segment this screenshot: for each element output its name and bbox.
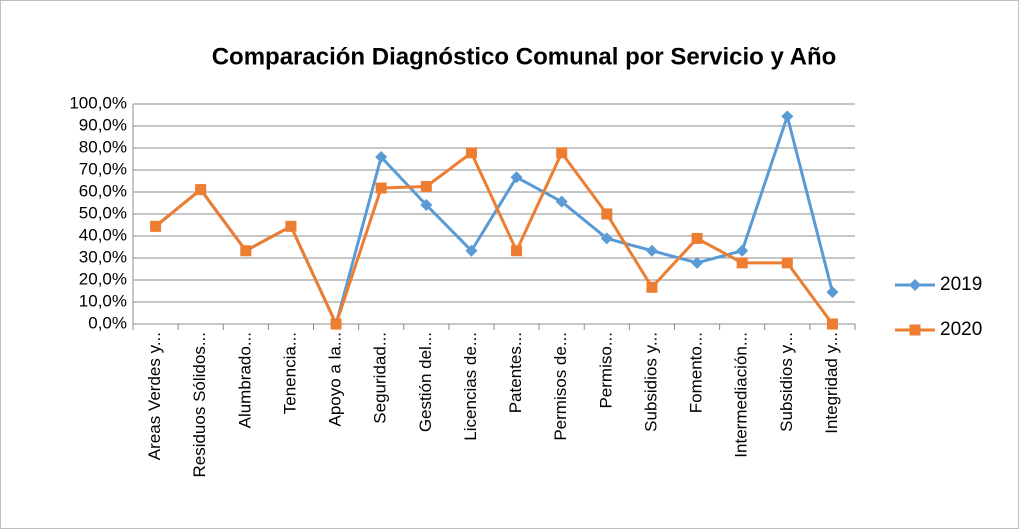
legend-marker <box>909 324 921 336</box>
data-point <box>511 245 523 257</box>
data-point <box>420 198 433 211</box>
data-point <box>510 171 523 184</box>
data-point <box>781 257 793 269</box>
data-point <box>285 220 297 232</box>
data-point <box>195 184 207 196</box>
x-tick-label: Permiso... <box>596 332 615 409</box>
x-tick-label: Permisos de... <box>551 332 570 441</box>
y-tick-label: 100,0% <box>69 93 127 112</box>
y-tick-label: 70,0% <box>79 159 127 178</box>
legend-label: 2019 <box>940 274 982 295</box>
x-tick-label: Residuos Sólidos... <box>190 332 209 478</box>
x-tick-label: Areas Verdes y... <box>145 332 164 460</box>
data-point <box>691 232 703 244</box>
legend-label: 2020 <box>940 319 982 340</box>
data-point <box>375 182 387 194</box>
x-tick-label: Alumbrado... <box>235 332 254 428</box>
data-point <box>736 244 749 257</box>
data-point <box>375 151 388 164</box>
data-point <box>150 220 162 232</box>
y-tick-label: 80,0% <box>79 137 127 156</box>
y-tick-label: 60,0% <box>79 181 127 200</box>
y-tick-label: 40,0% <box>79 225 127 244</box>
data-point <box>420 181 432 192</box>
data-point <box>601 208 613 220</box>
data-point <box>555 195 568 208</box>
data-point <box>556 147 568 159</box>
x-tick-label: Licencias de... <box>461 332 480 441</box>
x-tick-label: Subsidios y... <box>641 332 660 432</box>
x-tick-label: Apoyo a la... <box>326 332 345 427</box>
data-point <box>240 245 252 257</box>
data-point <box>330 318 342 330</box>
x-tick-label: Patentes... <box>506 332 525 413</box>
data-point <box>465 147 477 159</box>
data-point <box>465 244 478 257</box>
x-tick-label: Tenencia... <box>280 332 299 414</box>
y-tick-label: 90,0% <box>79 115 127 134</box>
data-point <box>781 110 794 123</box>
y-tick-label: 30,0% <box>79 247 127 266</box>
y-tick-label: 0,0% <box>88 313 127 332</box>
x-tick-label: Fomento... <box>687 332 706 413</box>
data-point <box>646 281 658 293</box>
legend-marker <box>909 279 921 291</box>
chart-title: Comparación Diagnóstico Comunal por Serv… <box>212 43 837 70</box>
data-point <box>600 232 613 245</box>
x-tick-label: Seguridad... <box>371 332 390 424</box>
x-tick-label: Subsidios y... <box>777 332 796 432</box>
x-tick-label: Intermediación... <box>732 332 751 458</box>
data-point <box>826 318 838 330</box>
data-point <box>736 257 748 269</box>
data-point <box>826 286 839 299</box>
y-tick-label: 20,0% <box>79 269 127 288</box>
data-point <box>645 244 658 257</box>
data-point <box>691 256 704 269</box>
y-tick-label: 50,0% <box>79 203 127 222</box>
y-tick-label: 10,0% <box>79 291 127 310</box>
series-line <box>154 151 834 326</box>
x-tick-label: Integridad y... <box>822 332 841 434</box>
x-tick-label: Gestión del... <box>416 332 435 432</box>
